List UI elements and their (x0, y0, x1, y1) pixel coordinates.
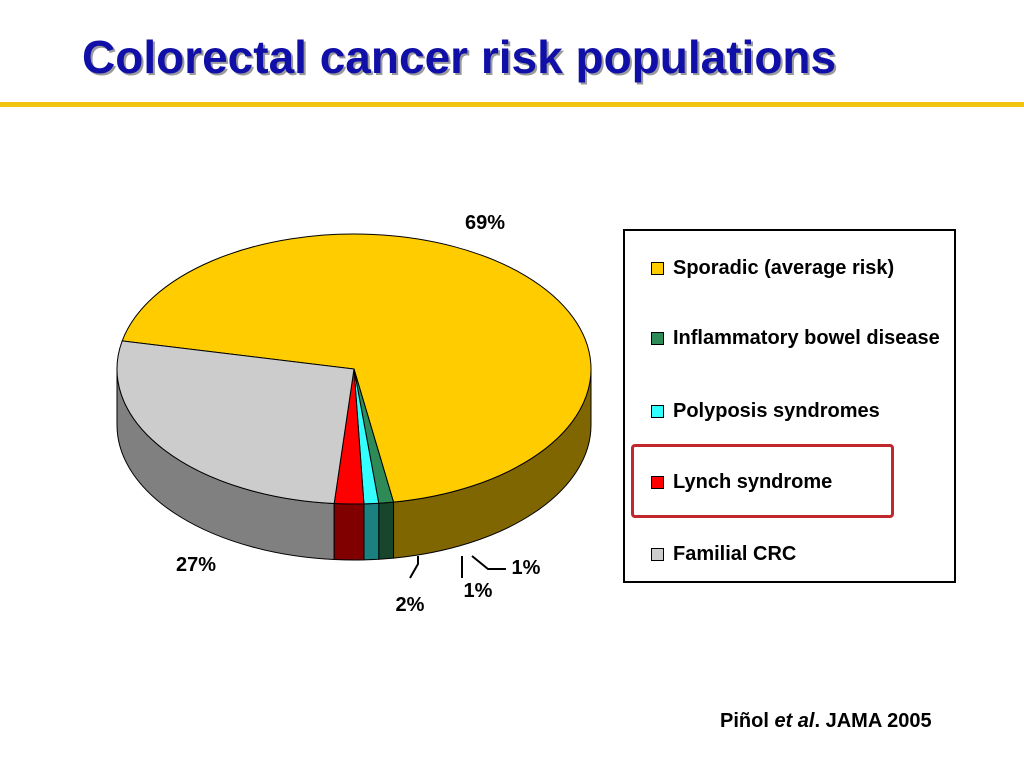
legend-label-sporadic: Sporadic (average risk) (673, 257, 895, 279)
citation-etal: et al (774, 710, 815, 732)
legend-item-familial: Familial CRC (651, 541, 946, 568)
legend-swatch-familial (651, 548, 664, 561)
citation-rest: . JAMA 2005 (814, 710, 932, 732)
legend-swatch-polyposis (651, 405, 664, 418)
chart-legend: Sporadic (average risk) Inflammatory bow… (623, 229, 956, 583)
data-label-inflammatory-bowel-disease: 1% (512, 557, 541, 579)
legend-item-lynch: Lynch syndrome (651, 469, 946, 496)
leader-line-inflammatory-bowel-disease (471, 555, 506, 570)
data-label-lynch-syndrome: 2% (396, 594, 425, 616)
legend-label-ibd: Inflammatory bowel disease (673, 327, 940, 349)
legend-item-polyposis: Polyposis syndromes (651, 398, 946, 425)
citation-author: Piñol (720, 710, 769, 732)
pie-side-lynch-syndrome (333, 503, 365, 561)
legend-label-polyposis: Polyposis syndromes (673, 400, 880, 422)
data-label-sporadic-average-risk: 69% (465, 212, 505, 234)
legend-swatch-lynch (651, 476, 664, 489)
pie-side-inflammatory-bowel-disease (378, 501, 395, 560)
pie-slice-familial-crc (116, 340, 355, 505)
legend-item-ibd: Inflammatory bowel disease (651, 325, 946, 352)
pie-slice-sporadic-average-risk (121, 233, 592, 503)
legend-item-sporadic: Sporadic (average risk) (651, 255, 946, 282)
citation: Piñol et al. JAMA 2005 (720, 710, 932, 733)
leader-line-lynch-syndrome (409, 556, 419, 579)
lynch-highlight-box (631, 444, 894, 518)
data-label-polyposis-syndromes: 1% (464, 580, 493, 602)
slide-title: Colorectal cancer risk populations (82, 31, 837, 83)
legend-swatch-sporadic (651, 262, 664, 275)
legend-label-familial: Familial CRC (673, 543, 797, 565)
legend-swatch-ibd (651, 332, 664, 345)
legend-label-lynch: Lynch syndrome (673, 471, 833, 493)
data-label-familial-crc: 27% (176, 554, 216, 576)
pie-side-polyposis-syndromes (363, 502, 380, 561)
title-divider (0, 102, 1024, 107)
